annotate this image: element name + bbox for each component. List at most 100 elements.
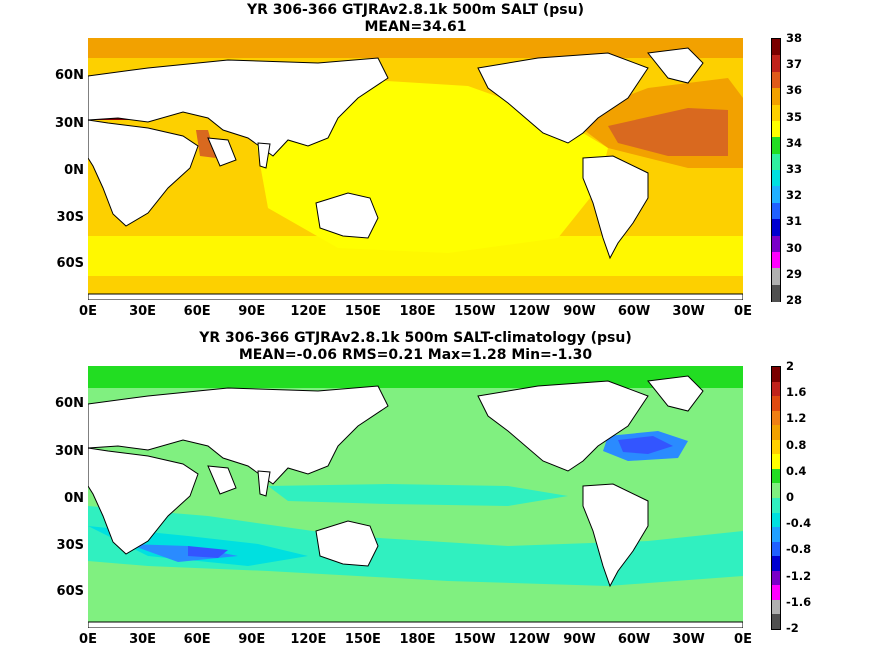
india xyxy=(257,470,271,497)
antarctica xyxy=(88,621,743,628)
x-tick-label: 90W xyxy=(563,304,596,319)
colorbar-swatch xyxy=(772,541,780,557)
y-tick-label: 60N xyxy=(55,68,84,83)
australia xyxy=(315,520,379,567)
x-tick-label: 120E xyxy=(290,632,327,647)
colorbar-swatch xyxy=(772,55,780,73)
colorbar-label: 32 xyxy=(786,188,803,203)
panel2-title-line2: MEAN=-0.06 RMS=0.21 Max=1.28 Min=-1.30 xyxy=(238,347,593,363)
colorbar-label: 38 xyxy=(786,31,803,45)
x-tick-label: 0E xyxy=(79,304,97,319)
colorbar-label: 2 xyxy=(786,359,795,373)
colorbar-label: 31 xyxy=(786,214,803,229)
x-tick-label: 90W xyxy=(563,632,596,647)
colorbar-swatch xyxy=(772,527,780,543)
colorbar-swatch xyxy=(772,599,780,615)
colorbar-label: 34 xyxy=(786,135,803,150)
africa xyxy=(88,119,199,227)
colorbar-swatch xyxy=(772,498,780,514)
x-tick-label: 30W xyxy=(672,632,705,647)
colorbar-swatch xyxy=(772,284,780,302)
colorbar-swatch xyxy=(772,556,780,572)
north-america xyxy=(477,52,649,144)
x-tick-label: 120E xyxy=(290,304,327,319)
colorbar-swatch xyxy=(772,381,780,397)
colorbar-label: 0.8 xyxy=(786,437,807,452)
colorbar-label: -0.4 xyxy=(786,516,812,531)
x-tick-label: 60W xyxy=(617,632,651,647)
panel1-title-line1: YR 306-366 GTJRAv2.8.1k 500m SALT (psu) xyxy=(247,2,584,18)
colorbar-swatch xyxy=(772,585,780,601)
arctic-green xyxy=(88,366,743,388)
colorbar xyxy=(771,38,781,302)
x-tick-label: 30E xyxy=(129,632,157,647)
colorbar-label: 1.2 xyxy=(786,411,807,426)
colorbar-label: 30 xyxy=(786,240,803,255)
greenland xyxy=(647,375,704,412)
panel2-map-svg xyxy=(88,366,743,628)
colorbar-label: 0 xyxy=(786,490,795,504)
colorbar-swatch xyxy=(772,512,780,528)
panel2-map xyxy=(88,366,743,628)
x-tick-label: 150E xyxy=(344,632,381,647)
panel2-title-line1: YR 306-366 GTJRAv2.8.1k 500m SALT-climat… xyxy=(199,330,632,346)
n-atlantic-darkblue xyxy=(618,436,673,454)
south-america xyxy=(582,155,649,260)
colorbar-swatch xyxy=(772,104,780,122)
x-tick-label: 30E xyxy=(129,304,157,319)
colorbar-label: 29 xyxy=(786,266,803,281)
colorbar-swatch xyxy=(772,186,780,204)
colorbar-swatch xyxy=(772,410,780,426)
colorbar-swatch xyxy=(772,137,780,155)
colorbar-label: 28 xyxy=(786,293,803,307)
colorbar-swatch xyxy=(772,251,780,269)
x-tick-label: 30W xyxy=(672,304,705,319)
colorbar-label: 1.6 xyxy=(786,385,807,400)
panel1-title-line2: MEAN=34.61 xyxy=(364,19,467,35)
land-masses xyxy=(88,375,743,628)
panel1-map-svg xyxy=(88,38,743,300)
colorbar-swatch xyxy=(772,153,780,171)
x-tick-label: 60W xyxy=(617,304,651,319)
colorbar-swatch xyxy=(772,202,780,220)
colorbar-swatch xyxy=(772,483,780,499)
north-america xyxy=(477,380,649,472)
panel2-title: YR 306-366 GTJRAv2.8.1k 500m SALT-climat… xyxy=(88,330,743,364)
y-tick-label: 60S xyxy=(56,584,84,599)
panel1-title: YR 306-366 GTJRAv2.8.1k 500m SALT (psu) … xyxy=(88,2,743,36)
y-tick-label: 30N xyxy=(55,116,84,131)
colorbar-swatch xyxy=(772,268,780,286)
arctic-orange xyxy=(88,38,743,58)
x-tick-label: 60E xyxy=(183,304,211,319)
colorbar-label: -1.2 xyxy=(786,568,812,583)
colorbar-swatch xyxy=(772,88,780,105)
x-tick-label: 90E xyxy=(238,304,266,319)
x-tick-label: 0E xyxy=(79,632,97,647)
y-tick-label: 30S xyxy=(56,210,84,225)
colorbar xyxy=(771,366,781,630)
colorbar-label: -2 xyxy=(786,621,799,635)
colorbar-swatch xyxy=(772,454,780,470)
y-tick-label: 30N xyxy=(55,444,84,459)
eurasia xyxy=(88,57,389,157)
colorbar-label: 35 xyxy=(786,109,803,124)
colorbar-label: -0.8 xyxy=(786,542,812,557)
colorbar-swatch xyxy=(772,71,780,89)
x-tick-label: 90E xyxy=(238,632,266,647)
x-tick-label: 60E xyxy=(183,632,211,647)
x-tick-label: 150E xyxy=(344,304,381,319)
eurasia xyxy=(88,385,389,485)
africa xyxy=(88,447,199,555)
y-tick-label: 0N xyxy=(64,491,84,506)
y-tick-label: 0N xyxy=(64,163,84,178)
y-tick-label: 60S xyxy=(56,256,84,271)
n-atlantic-brown xyxy=(608,108,728,156)
arabia xyxy=(207,465,237,495)
y-tick-label: 60N xyxy=(55,396,84,411)
land-masses xyxy=(88,47,743,300)
colorbar-swatch xyxy=(772,468,780,484)
indian-darkblue xyxy=(188,546,228,558)
india xyxy=(257,142,271,169)
colorbar-label: -1.6 xyxy=(786,594,812,609)
greenland xyxy=(647,47,704,84)
